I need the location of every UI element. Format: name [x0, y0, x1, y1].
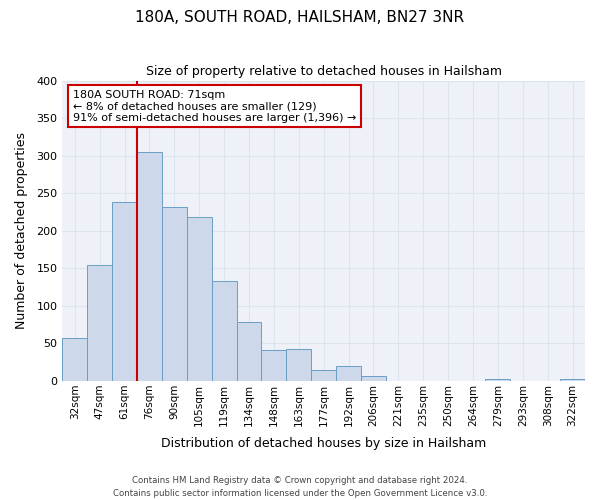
Text: 180A, SOUTH ROAD, HAILSHAM, BN27 3NR: 180A, SOUTH ROAD, HAILSHAM, BN27 3NR — [136, 10, 464, 25]
Bar — [485, 378, 511, 381]
Bar — [236, 322, 262, 381]
Bar — [137, 152, 162, 381]
Text: Contains HM Land Registry data © Crown copyright and database right 2024.
Contai: Contains HM Land Registry data © Crown c… — [113, 476, 487, 498]
Bar — [187, 216, 212, 381]
Bar — [62, 338, 87, 381]
Bar — [162, 206, 187, 381]
Bar — [112, 202, 137, 381]
Bar — [262, 350, 286, 381]
Bar — [212, 281, 236, 381]
Title: Size of property relative to detached houses in Hailsham: Size of property relative to detached ho… — [146, 65, 502, 78]
X-axis label: Distribution of detached houses by size in Hailsham: Distribution of detached houses by size … — [161, 437, 486, 450]
Bar — [87, 264, 112, 381]
Bar — [560, 378, 585, 381]
Bar — [361, 376, 386, 381]
Bar — [311, 370, 336, 381]
Y-axis label: Number of detached properties: Number of detached properties — [15, 132, 28, 330]
Text: 180A SOUTH ROAD: 71sqm
← 8% of detached houses are smaller (129)
91% of semi-det: 180A SOUTH ROAD: 71sqm ← 8% of detached … — [73, 90, 356, 123]
Bar — [286, 350, 311, 381]
Bar — [336, 366, 361, 381]
